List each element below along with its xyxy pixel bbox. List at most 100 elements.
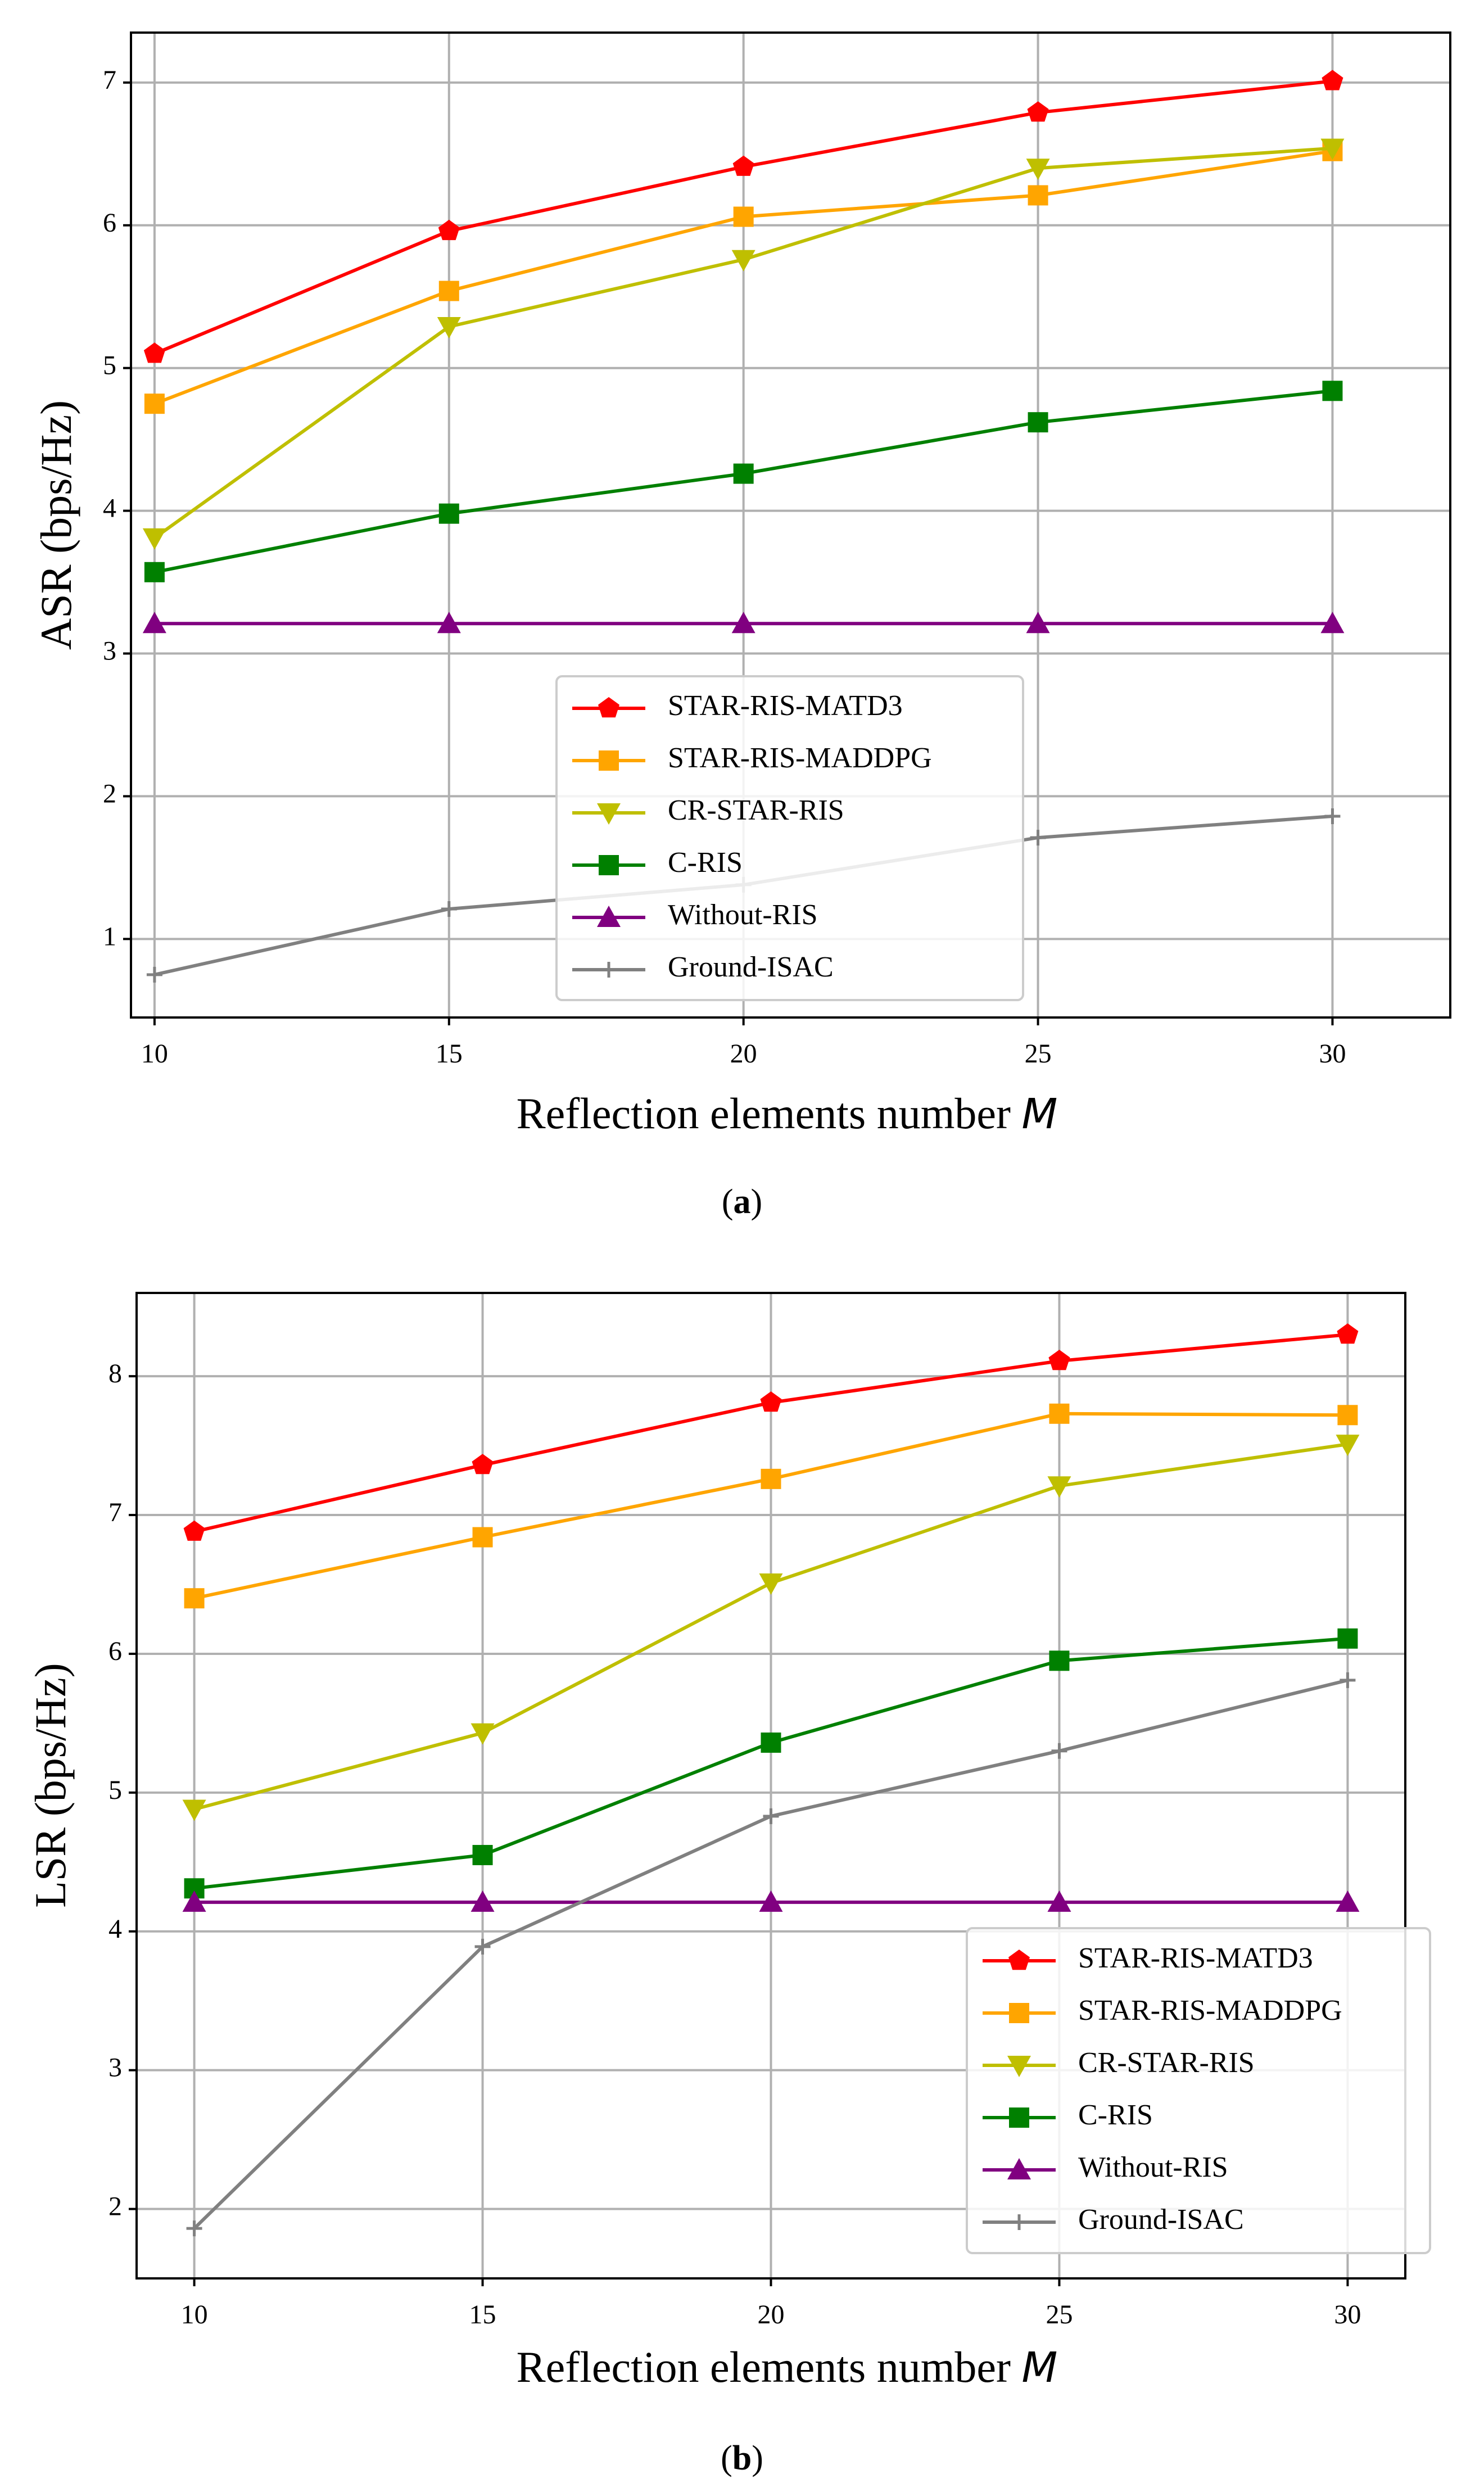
x-axis-variable-a: M <box>1022 1090 1058 1138</box>
data-point-ground-isac <box>474 1938 491 1955</box>
x-tick-label: 15 <box>436 1039 463 1069</box>
legend-item-ground-isac: Ground-ISAC <box>572 951 834 983</box>
x-axis-label-a: Reflection elements number M <box>517 1089 1058 1138</box>
caption-a-open: ( <box>722 1183 734 1221</box>
legend-marker <box>1007 2158 1031 2179</box>
data-point-star-ris-matd3 <box>472 1454 494 1475</box>
legend-item-cr-star-ris: CR-STAR-RIS <box>572 794 844 826</box>
data-point-c-ris <box>144 562 165 582</box>
x-tick-label: 30 <box>1334 2300 1361 2330</box>
y-axis-label-b: LSR (bps/Hz) <box>26 1663 75 1907</box>
legend-label: Without-RIS <box>1078 2151 1228 2183</box>
data-point-c-ris <box>472 1844 493 1865</box>
data-point-cr-star-ris <box>142 528 166 550</box>
x-tick-label: 20 <box>730 1039 757 1069</box>
legend-label: CR-STAR-RIS <box>668 794 844 826</box>
x-tick-label: 25 <box>1025 1039 1052 1069</box>
data-point-cr-star-ris <box>182 1799 206 1821</box>
legend-marker <box>1007 2056 1031 2077</box>
data-point-c-ris <box>1322 381 1343 401</box>
data-point-without-ris <box>1026 612 1050 634</box>
legend-item-without-ris: Without-RIS <box>572 899 818 931</box>
x-tick-label: 15 <box>469 2300 496 2330</box>
data-point-ground-isac <box>146 966 162 983</box>
y-tick-label: 3 <box>103 636 116 666</box>
x-tick-label: 20 <box>758 2300 785 2330</box>
y-tick-label: 4 <box>103 494 116 523</box>
data-point-cr-star-ris <box>470 1723 495 1745</box>
series-cr-star-ris <box>182 1435 1360 1821</box>
legend-marker <box>597 803 621 825</box>
caption-b: (b) <box>721 2439 763 2477</box>
legend-items-b: STAR-RIS-MATD3 STAR-RIS-MADDPG CR-STAR-RIS… <box>983 1942 1342 2236</box>
y-tick-label: 6 <box>103 208 116 238</box>
legend-label: STAR-RIS-MADDPG <box>668 742 932 774</box>
caption-a-close: ) <box>751 1183 763 1221</box>
data-point-c-ris <box>1049 1650 1070 1671</box>
data-point-cr-star-ris <box>1026 159 1050 180</box>
plot-frame-a <box>130 31 1451 1019</box>
data-point-c-ris <box>1337 1628 1358 1649</box>
legend-item-ground-isac: Ground-ISAC <box>983 2204 1244 2236</box>
data-point-star-ris-maddpg <box>184 1588 205 1609</box>
x-ticks-b: 10 15 20 25 30 <box>181 2278 1361 2330</box>
caption-a-letter: a <box>734 1183 751 1221</box>
legend-item-star-ris-maddpg: STAR-RIS-MADDPG <box>572 742 932 774</box>
legend-item-cr-star-ris: CR-STAR-RIS <box>983 2047 1255 2079</box>
data-point-star-ris-matd3 <box>1048 1350 1070 1371</box>
caption-a: (a) <box>722 1183 762 1221</box>
legend-box-a <box>555 675 1024 1001</box>
data-point-ground-isac <box>1340 1672 1356 1688</box>
x-tick-label: 25 <box>1046 2300 1073 2330</box>
data-point-star-ris-matd3 <box>732 155 754 176</box>
legend-marker <box>1009 2003 1029 2023</box>
legend-marker <box>1009 2107 1029 2128</box>
legend-marker <box>1011 2214 1027 2230</box>
legend-item-c-ris: C-RIS <box>983 2099 1153 2131</box>
data-point-cr-star-ris <box>731 250 755 272</box>
data-point-c-ris <box>438 503 459 524</box>
x-axis-label-text-a: Reflection elements number <box>517 1089 1022 1138</box>
y-tick-label: 5 <box>108 1775 122 1805</box>
legend-marker <box>599 750 619 771</box>
data-point-cr-star-ris <box>1320 138 1345 160</box>
data-point-without-ris <box>142 612 166 634</box>
data-point-without-ris <box>437 612 461 634</box>
data-point-c-ris <box>761 1732 781 1753</box>
legend-label: Without-RIS <box>668 899 818 931</box>
legend-item-c-ris: C-RIS <box>572 847 743 879</box>
y-tick-label: 1 <box>103 921 116 951</box>
data-point-star-ris-matd3 <box>143 342 165 363</box>
data-point-ground-isac <box>441 901 457 917</box>
legend-marker <box>1008 1950 1030 1970</box>
data-point-star-ris-matd3 <box>1337 1323 1359 1344</box>
legend-items-a: STAR-RIS-MATD3 STAR-RIS-MADDPG CR-STAR-RIS… <box>572 690 932 983</box>
data-point-star-ris-maddpg <box>761 1468 781 1489</box>
series-star-ris-matd3 <box>143 70 1343 363</box>
data-point-star-ris-maddpg <box>438 281 459 301</box>
series-without-ris <box>142 612 1345 634</box>
x-ticks-a: 10 15 20 25 30 <box>141 1017 1346 1069</box>
x-axis-variable-b: M <box>1022 2344 1058 2392</box>
data-point-star-ris-maddpg <box>733 206 754 227</box>
data-point-star-ris-matd3 <box>438 219 460 241</box>
data-point-cr-star-ris <box>1336 1435 1360 1457</box>
legend-label: C-RIS <box>1078 2099 1153 2131</box>
data-point-c-ris <box>733 463 754 484</box>
data-point-star-ris-maddpg <box>1337 1405 1358 1426</box>
legend-label: STAR-RIS-MADDPG <box>1078 1994 1342 2027</box>
y-axis-label-a: ASR (bps/Hz) <box>31 400 80 650</box>
legend-marker <box>597 906 621 927</box>
data-point-ground-isac <box>1324 808 1341 824</box>
data-point-star-ris-maddpg <box>472 1527 493 1548</box>
legend-label: STAR-RIS-MATD3 <box>1078 1942 1313 1974</box>
series-b <box>182 1323 1360 2237</box>
legend-item-star-ris-matd3: STAR-RIS-MATD3 <box>572 690 903 722</box>
x-axis-label-b: Reflection elements number M <box>517 2342 1058 2392</box>
y-tick-label: 6 <box>108 1636 122 1666</box>
y-tick-label: 2 <box>108 2192 122 2222</box>
series-cr-star-ris <box>142 138 1345 550</box>
legend-label: C-RIS <box>668 847 743 879</box>
series-star-ris-matd3 <box>183 1323 1359 1541</box>
